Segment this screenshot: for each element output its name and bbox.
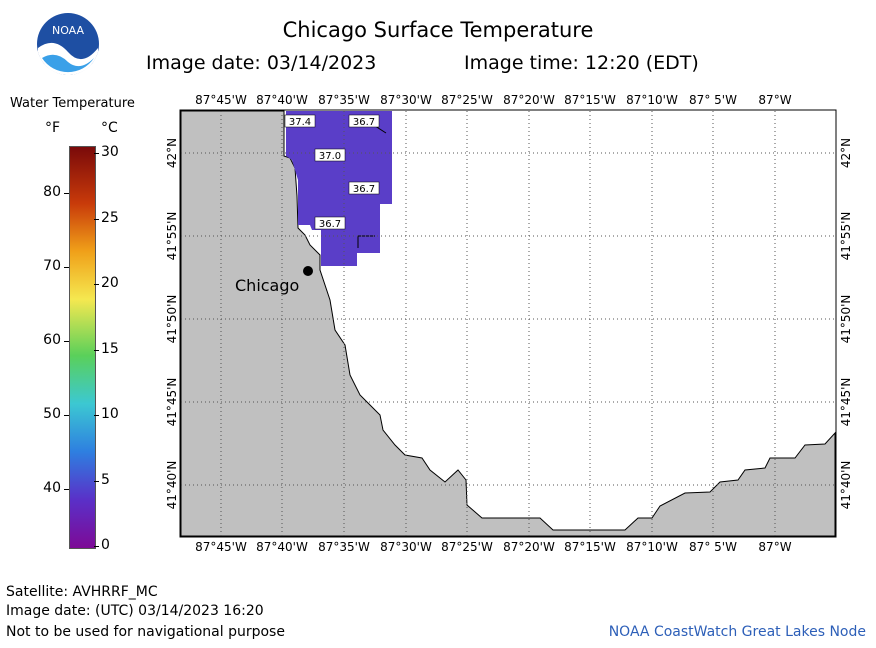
legend-f-tick: [64, 341, 69, 342]
lat-label-left: 42°N: [165, 138, 179, 168]
legend-f-tick-label: 70: [43, 258, 61, 274]
legend-unit-f: °F: [45, 120, 61, 136]
temperature-label-box: [314, 148, 346, 162]
chicago-marker: [303, 266, 313, 276]
legend-f-tick-label: 80: [43, 184, 61, 200]
credit-label: NOAA CoastWatch Great Lakes Node: [608, 624, 866, 640]
lat-label-right: 41°50'N: [839, 295, 853, 344]
lon-label-top: 87°35'W: [318, 93, 370, 107]
legend-f-tick: [64, 489, 69, 490]
land-area: [180, 110, 836, 537]
legend-c-tick: [94, 480, 99, 482]
temperature-label-box: [314, 216, 346, 230]
lon-label-bottom: 87°30'W: [380, 540, 432, 554]
legend-f-tick: [64, 415, 69, 416]
lon-label-bottom: 87°W: [758, 540, 791, 554]
legend-f-tick-label: 50: [43, 406, 61, 422]
lon-label-bottom: 87°15'W: [564, 540, 616, 554]
legend-c-tick: [94, 218, 99, 220]
image-time: Image time: 12:20 (EDT): [464, 52, 699, 74]
legend-unit-c: °C: [101, 120, 118, 136]
lon-label-top: 87°30'W: [380, 93, 432, 107]
lon-label-bottom: 87°10'W: [626, 540, 678, 554]
temperature-label: 36.7: [353, 184, 375, 195]
legend-c-tick-label: 15: [101, 340, 119, 357]
legend-title: Water Temperature: [10, 96, 135, 111]
legend-c-tick-label: 5: [101, 471, 110, 488]
lat-label-right: 41°45'N: [839, 378, 853, 427]
lat-label-left: 41°50'N: [165, 295, 179, 344]
temperature-label: 37.0: [319, 151, 341, 162]
lon-label-bottom: 87°40'W: [256, 540, 308, 554]
utc-date-label: Image date: (UTC) 03/14/2023 16:20: [6, 603, 264, 619]
temperature-label-box: [348, 181, 380, 195]
page-title: Chicago Surface Temperature: [282, 18, 594, 42]
satellite-label: Satellite: AVHRRF_MC: [6, 584, 158, 600]
city-label: Chicago: [235, 276, 299, 295]
legend-f-tick-label: 40: [43, 480, 61, 496]
legend-c-tick-label: 20: [101, 275, 119, 291]
logo-text: NOAA: [52, 24, 85, 37]
lat-label-right: 41°55'N: [839, 212, 853, 261]
legend-c-tick: [94, 153, 99, 154]
lon-label-top: 87° 5'W: [689, 93, 737, 107]
legend-f-tick: [64, 193, 69, 194]
legend-c-tick-label: 0: [101, 537, 110, 553]
lon-label-bottom: 87° 5'W: [689, 540, 737, 554]
temperature-data-area: [286, 111, 392, 266]
lon-label-bottom: 87°35'W: [318, 540, 370, 554]
lon-label-top: 87°20'W: [503, 93, 555, 107]
lon-label-bottom: 87°20'W: [503, 540, 555, 554]
legend-c-tick-label: 25: [101, 209, 119, 226]
temperature-label-box: [348, 114, 380, 128]
disclaimer-label: Not to be used for navigational purpose: [6, 624, 285, 640]
legend-c-tick: [94, 415, 99, 416]
legend-f-tick-label: 60: [43, 332, 61, 348]
lat-label-left: 41°45'N: [165, 378, 179, 427]
lon-label-bottom: 87°25'W: [441, 540, 493, 554]
temperature-label: 36.7: [353, 117, 375, 128]
lat-label-right: 42°N: [839, 138, 853, 168]
temperature-label: 37.4: [289, 117, 311, 128]
lon-label-bottom: 87°45'W: [195, 540, 247, 554]
lon-label-top: 87°40'W: [256, 93, 308, 107]
noaa-logo-icon: NOAA: [37, 13, 99, 76]
image-date: Image date: 03/14/2023: [146, 52, 377, 74]
lat-label-right: 41°40'N: [839, 461, 853, 510]
legend-c-tick: [94, 284, 99, 285]
lat-label-left: 41°55'N: [165, 212, 179, 261]
legend-c-tick: [94, 349, 99, 351]
legend-c-tick-label: 10: [101, 406, 119, 422]
temperature-label-box: [284, 114, 316, 128]
legend-c-tick: [94, 546, 99, 547]
lon-label-top: 87°15'W: [564, 93, 616, 107]
color-scale-bar: [69, 146, 96, 549]
temperature-label: 36.7: [319, 219, 341, 230]
graticule: [181, 111, 835, 536]
lon-label-top: 87°W: [758, 93, 791, 107]
lat-label-left: 41°40'N: [165, 461, 179, 510]
lon-label-top: 87°25'W: [441, 93, 493, 107]
lon-label-top: 87°45'W: [195, 93, 247, 107]
legend-c-tick-label: 30: [101, 144, 119, 160]
legend-f-tick: [64, 267, 69, 268]
lon-label-top: 87°10'W: [626, 93, 678, 107]
